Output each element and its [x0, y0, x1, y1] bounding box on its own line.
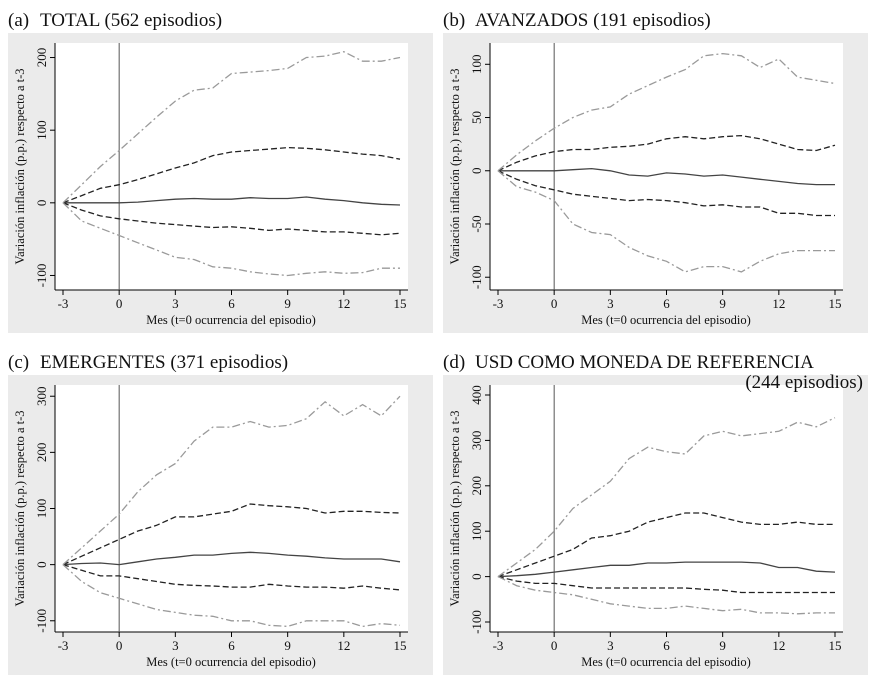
- panel: (d) USD COMO MONEDA DE REFERENCIA(244 epi…: [443, 352, 868, 675]
- y-axis-label: Variación inflación (p.p.) respecto a t-…: [13, 68, 27, 264]
- x-tick-label: 6: [228, 638, 235, 653]
- x-tick-label: 9: [719, 638, 726, 653]
- y-axis-label: Variación inflación (p.p.) respecto a t-…: [448, 410, 462, 606]
- y-tick-label: 100: [469, 521, 484, 541]
- y-tick-label: 200: [469, 476, 484, 496]
- x-tick-label: -3: [493, 296, 504, 311]
- y-tick-label: 50: [469, 111, 484, 124]
- series-line: [497, 170, 835, 273]
- x-tick-label: 3: [607, 296, 614, 311]
- series-line: [497, 512, 835, 578]
- y-tick-label: -50: [469, 215, 484, 232]
- series-line: [497, 170, 835, 217]
- x-tick-label: 15: [394, 296, 407, 311]
- x-tick-label: 12: [772, 638, 785, 653]
- x-tick-label: 15: [829, 638, 842, 653]
- y-tick-label: 100: [34, 499, 49, 519]
- x-tick-label: -3: [58, 638, 69, 653]
- y-tick-label: 0: [469, 168, 484, 175]
- panel-label: (c): [8, 352, 29, 373]
- panel: (c) EMERGENTES (371 episodios) -100 0 100 200…: [8, 352, 433, 675]
- series-line: [497, 134, 836, 172]
- y-tick-label: 100: [469, 55, 484, 75]
- panel-label: (b): [443, 10, 465, 31]
- y-tick-label: -100: [469, 265, 484, 289]
- x-tick-label: -3: [493, 638, 504, 653]
- y-tick-label: 300: [469, 431, 484, 451]
- panel-title: TOTAL (562 episodios): [40, 10, 222, 31]
- series-line: [62, 395, 401, 566]
- x-tick-label: 15: [829, 296, 842, 311]
- x-tick-label: 6: [663, 296, 670, 311]
- panel-label: (a): [8, 10, 29, 31]
- x-tick-label: 15: [394, 638, 407, 653]
- panel-title: AVANZADOS (191 episodios): [475, 10, 711, 31]
- plot-area: [490, 385, 843, 632]
- series-line: [62, 51, 401, 204]
- y-tick-label: -100: [469, 610, 484, 634]
- x-tick-label: 0: [551, 638, 558, 653]
- x-tick-label: 9: [719, 296, 726, 311]
- plot-area: [55, 385, 408, 632]
- y-tick-label: 200: [34, 443, 49, 463]
- series-line: [497, 417, 836, 578]
- series-line: [498, 167, 835, 186]
- x-tick-label: 3: [172, 638, 179, 653]
- y-tick-label: 0: [34, 561, 49, 568]
- series-line: [62, 551, 401, 566]
- y-tick-label: 400: [469, 385, 484, 405]
- x-axis-label: Mes (t=0 ocurrencia del episodio): [581, 313, 751, 327]
- x-tick-label: 3: [172, 296, 179, 311]
- y-tick-label: -100: [34, 264, 49, 288]
- series-line: [62, 503, 401, 566]
- y-axis-label: Variación inflación (p.p.) respecto a t-…: [13, 410, 27, 606]
- x-tick-label: 6: [228, 296, 235, 311]
- panel-title: EMERGENTES (371 episodios): [40, 352, 288, 373]
- y-tick-label: 100: [34, 120, 49, 140]
- series-line: [62, 564, 401, 628]
- panel: (b) AVANZADOS (191 episodios) -100 -50 0 50 10…: [443, 10, 868, 333]
- x-tick-label: 0: [551, 296, 558, 311]
- x-tick-label: 12: [772, 296, 785, 311]
- y-axis-label: Variación inflación (p.p.) respecto a t-…: [448, 68, 462, 264]
- series-line: [62, 146, 401, 204]
- series-line: [497, 575, 835, 594]
- x-tick-label: 3: [607, 638, 614, 653]
- series-line: [63, 196, 401, 206]
- y-tick-label: 0: [34, 200, 49, 207]
- series-line: [62, 202, 401, 236]
- panel-title: (244 episodios): [745, 372, 863, 393]
- panel-title: USD COMO MONEDA DE REFERENCIA: [475, 352, 814, 373]
- y-tick-label: 200: [34, 48, 49, 68]
- y-tick-label: 0: [469, 573, 484, 580]
- x-tick-label: 0: [116, 296, 123, 311]
- x-tick-label: 6: [663, 638, 670, 653]
- x-axis-label: Mes (t=0 ocurrencia del episodio): [146, 655, 316, 669]
- series-line: [497, 561, 836, 578]
- y-tick-label: 300: [34, 386, 49, 406]
- x-axis-label: Mes (t=0 ocurrencia del episodio): [581, 655, 751, 669]
- plot-area: [490, 43, 843, 290]
- series-line: [62, 563, 401, 591]
- plot-area: [55, 43, 408, 290]
- x-tick-label: 12: [337, 638, 350, 653]
- series-line: [497, 52, 836, 172]
- panel-label: (d): [443, 352, 465, 373]
- x-tick-label: 0: [116, 638, 123, 653]
- series-line: [497, 576, 835, 615]
- series-line: [62, 202, 400, 277]
- x-axis-label: Mes (t=0 ocurrencia del episodio): [146, 313, 316, 327]
- panel: (a) TOTAL (562 episodios) -100 0 100 200 -3 0 3 6…: [8, 10, 433, 333]
- x-tick-label: 9: [284, 638, 291, 653]
- x-tick-label: 9: [284, 296, 291, 311]
- x-tick-label: 12: [337, 296, 350, 311]
- y-tick-label: -100: [34, 609, 49, 633]
- x-tick-label: -3: [58, 296, 69, 311]
